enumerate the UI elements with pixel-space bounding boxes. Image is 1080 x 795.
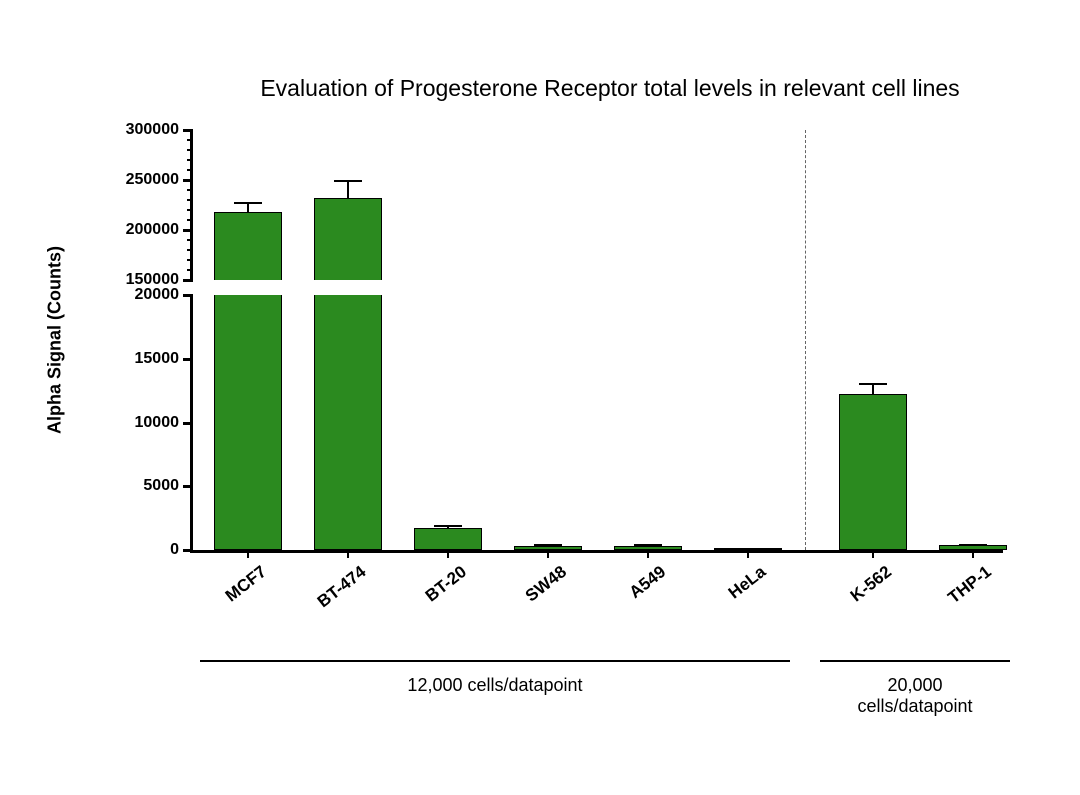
x-axis-label: HeLa xyxy=(725,562,770,603)
error-cap xyxy=(334,180,362,182)
error-cap xyxy=(859,383,887,385)
y-tick-minor xyxy=(187,249,193,251)
error-cap xyxy=(434,525,462,527)
y-tick-upper xyxy=(183,179,193,182)
y-tick-minor xyxy=(187,199,193,201)
y-tick-label: 20000 xyxy=(135,286,180,304)
y-tick-lower xyxy=(183,294,193,297)
x-axis-label: BT-20 xyxy=(422,562,471,606)
y-tick-label: 300000 xyxy=(126,121,179,139)
y-tick-upper xyxy=(183,229,193,232)
bar xyxy=(839,394,907,550)
y-tick-label: 15000 xyxy=(135,350,180,368)
group-divider xyxy=(805,130,806,550)
upper-axis-segment: 150000200000250000300000 xyxy=(190,130,1003,280)
error-cap xyxy=(234,202,262,204)
y-tick-minor xyxy=(187,159,193,161)
bar xyxy=(214,212,282,280)
x-tick xyxy=(247,550,249,558)
chart-container: Evaluation of Progesterone Receptor tota… xyxy=(0,0,1080,795)
x-axis-label: THP-1 xyxy=(944,562,995,608)
y-tick-minor xyxy=(187,189,193,191)
x-tick xyxy=(547,550,549,558)
x-axis-label: BT-474 xyxy=(314,562,370,612)
y-tick-lower xyxy=(183,485,193,488)
x-tick xyxy=(647,550,649,558)
bar xyxy=(414,528,482,550)
y-tick-label: 0 xyxy=(170,541,179,559)
error-cap xyxy=(634,544,662,546)
plot-area: 150000200000250000300000 050001000015000… xyxy=(190,130,1000,550)
y-tick-minor xyxy=(187,139,193,141)
group-bracket-line xyxy=(820,660,1010,662)
error-cap xyxy=(534,544,562,546)
x-tick xyxy=(747,550,749,558)
y-tick-minor xyxy=(187,239,193,241)
lower-axis-segment: 05000100001500020000MCF7BT-474BT-20SW48A… xyxy=(190,295,1003,553)
y-tick-minor xyxy=(187,149,193,151)
y-tick-minor xyxy=(187,169,193,171)
x-tick xyxy=(972,550,974,558)
error-cap xyxy=(959,544,987,546)
group-label: 12,000 cells/datapoint xyxy=(407,675,582,696)
chart-title: Evaluation of Progesterone Receptor tota… xyxy=(180,75,1040,102)
y-tick-label: 10000 xyxy=(135,414,180,432)
y-tick-label: 200000 xyxy=(126,221,179,239)
x-tick xyxy=(872,550,874,558)
y-tick-minor xyxy=(187,219,193,221)
x-axis-label: K-562 xyxy=(847,562,896,606)
y-axis-title: Alpha Signal (Counts) xyxy=(45,246,66,434)
y-tick-minor xyxy=(187,269,193,271)
error-bar xyxy=(347,180,349,198)
y-tick-lower xyxy=(183,422,193,425)
bar xyxy=(214,295,282,550)
x-axis-label: A549 xyxy=(626,562,670,603)
y-tick-lower xyxy=(183,549,193,552)
y-tick-upper xyxy=(183,129,193,132)
y-tick-label: 5000 xyxy=(143,477,179,495)
y-tick-upper xyxy=(183,279,193,282)
bar xyxy=(314,295,382,550)
x-axis-label: MCF7 xyxy=(222,562,271,606)
group-bracket-line xyxy=(200,660,790,662)
bar xyxy=(314,198,382,280)
y-tick-minor xyxy=(187,259,193,261)
x-tick xyxy=(347,550,349,558)
y-tick-minor xyxy=(187,209,193,211)
group-label: 20,000 cells/datapoint xyxy=(857,675,972,717)
x-axis-label: SW48 xyxy=(522,562,571,606)
x-tick xyxy=(447,550,449,558)
y-tick-label: 250000 xyxy=(126,171,179,189)
y-tick-lower xyxy=(183,358,193,361)
